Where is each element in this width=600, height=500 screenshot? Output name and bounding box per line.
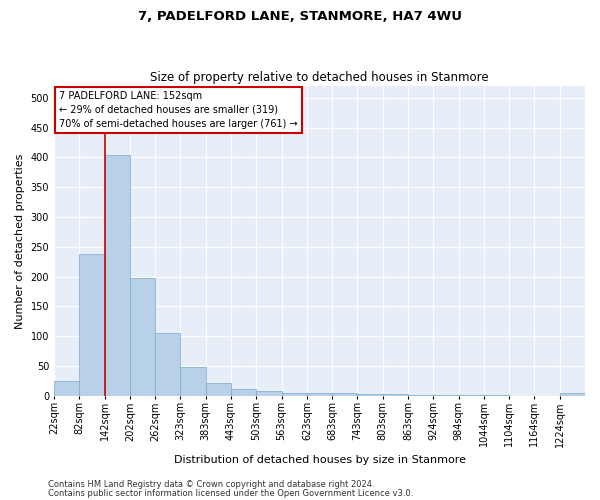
Bar: [560, 392, 585, 396]
Bar: [458, 395, 484, 396]
Bar: [358, 394, 383, 396]
Bar: [155, 333, 181, 396]
Title: Size of property relative to detached houses in Stanmore: Size of property relative to detached ho…: [150, 70, 489, 84]
Text: Contains HM Land Registry data © Crown copyright and database right 2024.: Contains HM Land Registry data © Crown c…: [48, 480, 374, 489]
Bar: [130, 278, 155, 396]
Bar: [256, 392, 281, 396]
Text: 7, PADELFORD LANE, STANMORE, HA7 4WU: 7, PADELFORD LANE, STANMORE, HA7 4WU: [138, 10, 462, 23]
Text: Contains public sector information licensed under the Open Government Licence v3: Contains public sector information licen…: [48, 488, 413, 498]
Bar: [206, 382, 231, 396]
Bar: [408, 395, 433, 396]
Y-axis label: Number of detached properties: Number of detached properties: [15, 153, 25, 328]
Bar: [484, 395, 509, 396]
Bar: [281, 393, 307, 396]
Bar: [79, 254, 104, 396]
Text: 7 PADELFORD LANE: 152sqm
← 29% of detached houses are smaller (319)
70% of semi-: 7 PADELFORD LANE: 152sqm ← 29% of detach…: [59, 90, 298, 128]
Bar: [307, 393, 332, 396]
Bar: [104, 154, 130, 396]
Bar: [383, 394, 408, 396]
Bar: [231, 389, 256, 396]
Bar: [54, 380, 79, 396]
Bar: [181, 367, 206, 396]
Bar: [433, 395, 458, 396]
Bar: [332, 393, 358, 396]
X-axis label: Distribution of detached houses by size in Stanmore: Distribution of detached houses by size …: [173, 455, 466, 465]
